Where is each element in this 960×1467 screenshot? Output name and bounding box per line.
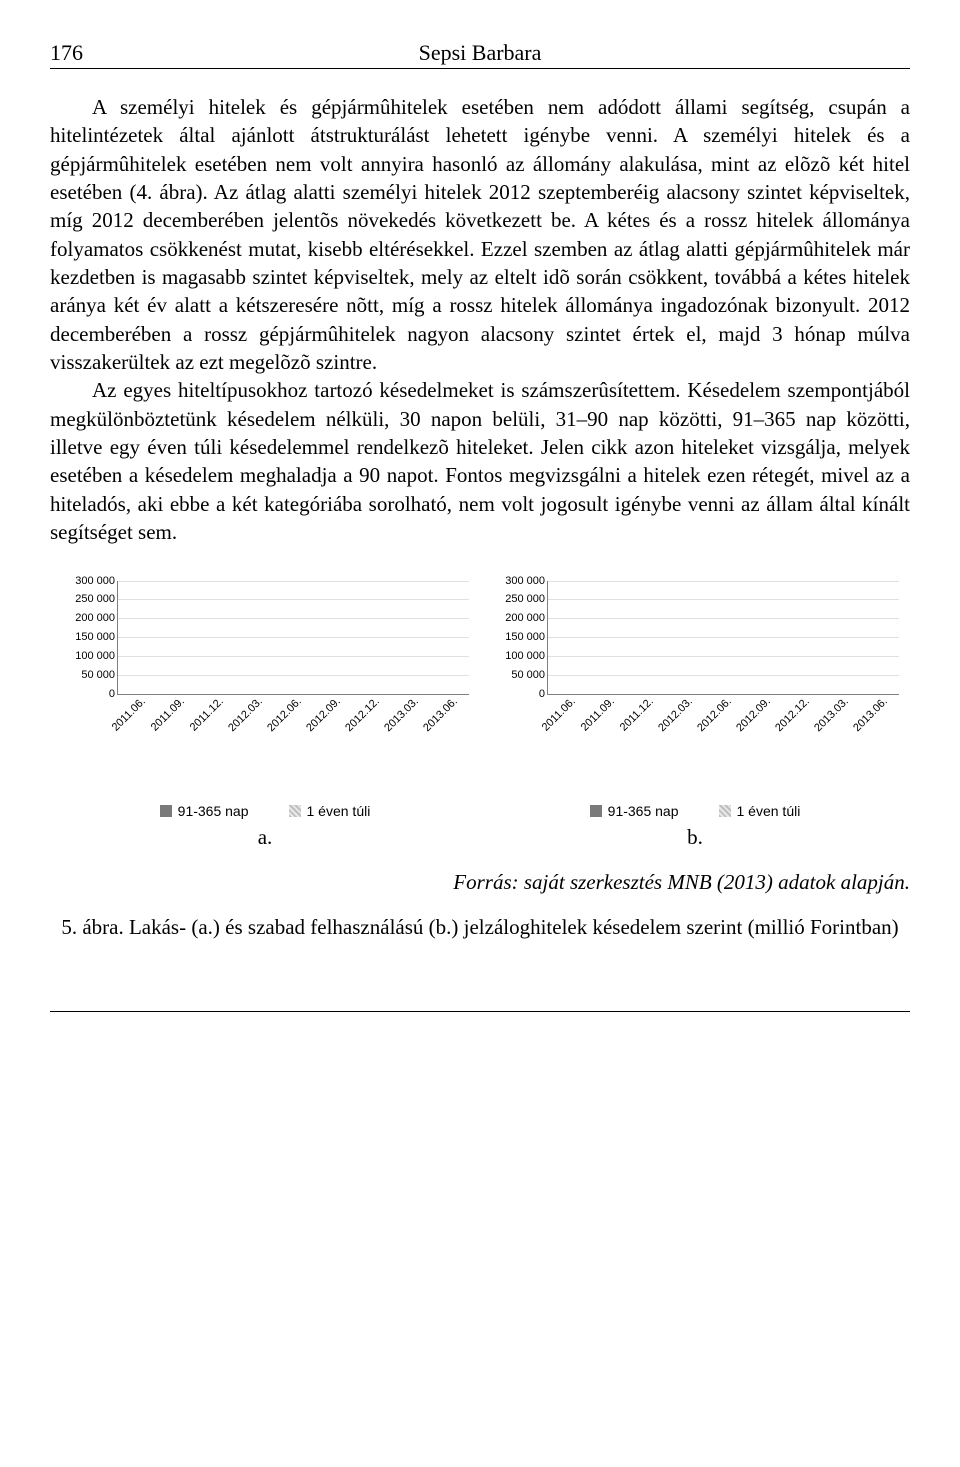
y-tick-label: 100 000 xyxy=(505,650,548,662)
y-tick-label: 0 xyxy=(539,688,548,700)
charts-row: 0 50 000 100 000 150 000 200 000 250 000 300 0… xyxy=(50,575,910,850)
x-tick-label: 2013.06. xyxy=(851,695,890,734)
x-tick-label: 2013.06. xyxy=(421,695,460,734)
x-tick-label: 2011.06. xyxy=(539,695,577,733)
x-tick-label: 2011.06. xyxy=(109,695,147,733)
x-tick-label: 2012.03. xyxy=(226,695,265,734)
x-tick-label: 2011.09. xyxy=(578,695,616,733)
legend-item-s2: 1 éven túli xyxy=(289,803,371,819)
chart-a-area: 0 50 000 100 000 150 000 200 000 250 000 300 0… xyxy=(55,575,475,745)
y-tick-label: 50 000 xyxy=(81,669,118,681)
x-tick-label: 2011.09. xyxy=(148,695,186,733)
x-tick-label: 2011.12. xyxy=(617,695,655,733)
legend-swatch-icon xyxy=(590,805,602,817)
chart-b-plot: 050 000100 000150 000200 000250 000300 0… xyxy=(547,581,899,695)
legend-label: 1 éven túli xyxy=(737,803,801,819)
body-text: A személyi hitelek és gépjármûhitelek es… xyxy=(50,93,910,547)
y-tick-label: 0 xyxy=(109,688,118,700)
x-tick-label: 2012.03. xyxy=(656,695,695,734)
y-tick-label: 300 000 xyxy=(505,575,548,587)
x-tick-label: 2013.03. xyxy=(382,695,421,734)
legend-label: 91-365 nap xyxy=(608,803,679,819)
legend-swatch-icon xyxy=(719,805,731,817)
paragraph-1: A személyi hitelek és gépjármûhitelek es… xyxy=(50,93,910,376)
x-tick-label: 2012.09. xyxy=(734,695,773,734)
chart-b-label: b. xyxy=(687,825,703,850)
x-tick-label: 2012.12. xyxy=(773,695,812,734)
x-tick-label: 2012.06. xyxy=(695,695,734,734)
x-tick-label: 2012.09. xyxy=(304,695,343,734)
x-tick-label: 2012.06. xyxy=(265,695,304,734)
y-tick-label: 150 000 xyxy=(75,631,118,643)
x-tick-label: 2013.03. xyxy=(812,695,851,734)
figure-caption: 5. ábra. Lakás- (a.) és szabad felhaszná… xyxy=(50,913,910,941)
legend-swatch-icon xyxy=(160,805,172,817)
x-tick-label: 2011.12. xyxy=(187,695,225,733)
y-tick-label: 200 000 xyxy=(75,612,118,624)
legend-item-s1: 91-365 nap xyxy=(160,803,249,819)
chart-a-label: a. xyxy=(258,825,273,850)
legend-swatch-icon xyxy=(289,805,301,817)
chart-b-area: 0 50 000 100 000 150 000 200 000 250 000 300 0… xyxy=(485,575,905,745)
page-header: 176 Sepsi Barbara 000 xyxy=(50,40,910,69)
chart-a-plot: 050 000100 000150 000200 000250 000300 0… xyxy=(117,581,469,695)
y-tick-label: 200 000 xyxy=(505,612,548,624)
x-tick-label: 2012.12. xyxy=(343,695,382,734)
legend-label: 91-365 nap xyxy=(178,803,249,819)
paragraph-2: Az egyes hiteltípusokhoz tartozó késedel… xyxy=(50,376,910,546)
chart-b-legend: 91-365 nap 1 éven túli xyxy=(590,803,801,819)
y-tick-label: 150 000 xyxy=(505,631,548,643)
chart-a-legend: 91-365 nap 1 éven túli xyxy=(160,803,371,819)
author-name: Sepsi Barbara xyxy=(419,40,542,66)
chart-b: 0 50 000 100 000 150 000 200 000 250 000 300 0… xyxy=(480,575,910,850)
page-number: 176 xyxy=(50,40,83,66)
figure-source: Forrás: saját szerkesztés MNB (2013) ada… xyxy=(50,870,910,895)
footer-rule xyxy=(50,1011,910,1012)
chart-a: 0 50 000 100 000 150 000 200 000 250 000 300 0… xyxy=(50,575,480,850)
y-tick-label: 100 000 xyxy=(75,650,118,662)
y-tick-label: 250 000 xyxy=(75,593,118,605)
legend-item-s2: 1 éven túli xyxy=(719,803,801,819)
y-tick-label: 250 000 xyxy=(505,593,548,605)
legend-item-s1: 91-365 nap xyxy=(590,803,679,819)
y-tick-label: 50 000 xyxy=(511,669,548,681)
y-tick-label: 300 000 xyxy=(75,575,118,587)
legend-label: 1 éven túli xyxy=(307,803,371,819)
